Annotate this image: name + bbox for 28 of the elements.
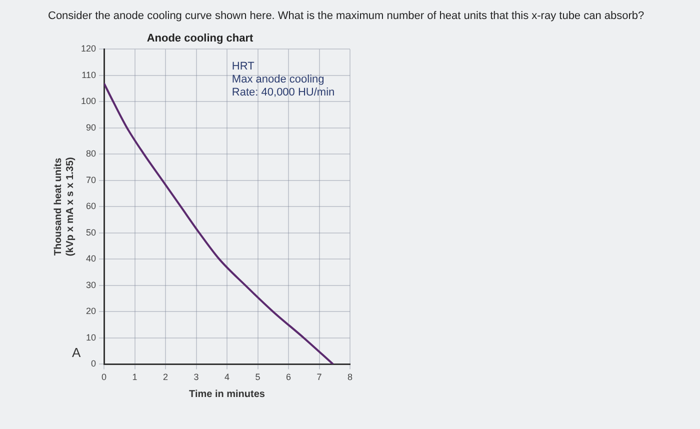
x-tick-label: 1 [132,372,138,382]
y-tick-label: 40 [86,254,96,264]
y-tick-label: 30 [86,280,96,290]
y-tick-label: 10 [86,332,96,342]
y-tick-label: 60 [86,201,96,212]
x-tick-label: 3 [194,372,199,382]
y-tick-label: 80 [86,148,96,159]
x-tick-label: 4 [224,372,230,382]
annotation: HRT Max anode cooling Rate: 40,000 HU/min [232,60,335,99]
y-tick-label: 120 [80,44,96,54]
chart-title: Anode cooling chart [146,32,254,45]
x-tick-label: 6 [286,372,292,382]
y-tick-label: 90 [86,122,96,132]
y-axis-title: Thousand heat units (kVp x mA x s x 1.35) [52,157,76,256]
x-tick-label: 8 [347,372,353,382]
x-tick-label: 7 [316,372,322,382]
y-tick-label: 110 [82,70,96,80]
y-tick-label: 20 [86,306,96,316]
x-tick-label: 5 [255,372,260,382]
text: A [72,345,81,360]
y-tick-label: 100 [80,96,96,106]
x-tick-label: 2 [163,372,168,382]
x-tick-label: 0 [102,372,107,382]
y-tick-label: 0 [91,358,96,369]
x-axis-title: Time in minutes [189,388,266,400]
y-tick-label: 50 [86,227,96,238]
y-tick-label: 70 [86,174,96,185]
text: Consider the anode cooling curve shown here. What is the maximum number of heat units that this x-ray tube can absorb? [48,10,644,22]
